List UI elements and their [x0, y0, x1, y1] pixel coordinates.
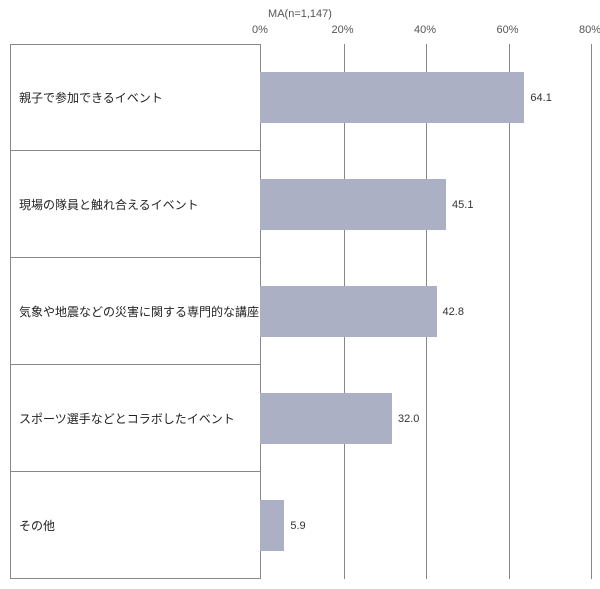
bar: [260, 500, 284, 551]
bar-cell: 32.0: [260, 365, 590, 472]
chart-container: 0%20%40%60%80% 親子で参加できるイベント64.1現場の隊員と触れ合…: [10, 24, 590, 579]
category-label: 現場の隊員と触れ合えるイベント: [10, 151, 260, 258]
category-label: 親子で参加できるイベント: [10, 44, 260, 151]
bar: [260, 393, 392, 444]
chart-title: MA(n=1,147): [0, 8, 600, 20]
bar: [260, 286, 437, 337]
chart-row: 気象や地震などの災害に関する専門的な講座 42.8: [10, 258, 590, 365]
x-tick-label: 40%: [414, 24, 436, 36]
chart-row: 親子で参加できるイベント 64.1: [10, 44, 590, 151]
chart-row: 現場の隊員と触れ合えるイベント 45.1: [10, 151, 590, 258]
bar: [260, 72, 524, 123]
chart-row: スポーツ選手などとコラボしたイベント 32.0: [10, 365, 590, 472]
x-tick-label: 0%: [252, 24, 268, 36]
x-tick-label: 20%: [331, 24, 353, 36]
plot-area: 親子で参加できるイベント 64.1 現場の隊員と触れ合えるイベント 45.1 気象や地震…: [10, 44, 590, 579]
chart-row: その他 5.9: [10, 472, 590, 579]
x-tick-label: 80%: [579, 24, 600, 36]
bar: [260, 179, 446, 230]
category-label: その他: [10, 472, 260, 579]
bar-cell: 5.9: [260, 472, 590, 579]
bar-cell: 42.8: [260, 258, 590, 365]
bar-value-label: 64.1: [524, 72, 551, 123]
gridline: [591, 44, 592, 579]
bar-value-label: 45.1: [446, 179, 473, 230]
bar-value-label: 42.8: [437, 286, 464, 337]
bar-value-label: 32.0: [392, 393, 419, 444]
category-label: スポーツ選手などとコラボしたイベント: [10, 365, 260, 472]
bar-cell: 45.1: [260, 151, 590, 258]
x-tick-label: 60%: [496, 24, 518, 36]
bar-value-label: 5.9: [284, 500, 305, 551]
x-axis-labels: 0%20%40%60%80%: [260, 24, 590, 44]
bar-cell: 64.1: [260, 44, 590, 151]
category-label: 気象や地震などの災害に関する専門的な講座: [10, 258, 260, 365]
